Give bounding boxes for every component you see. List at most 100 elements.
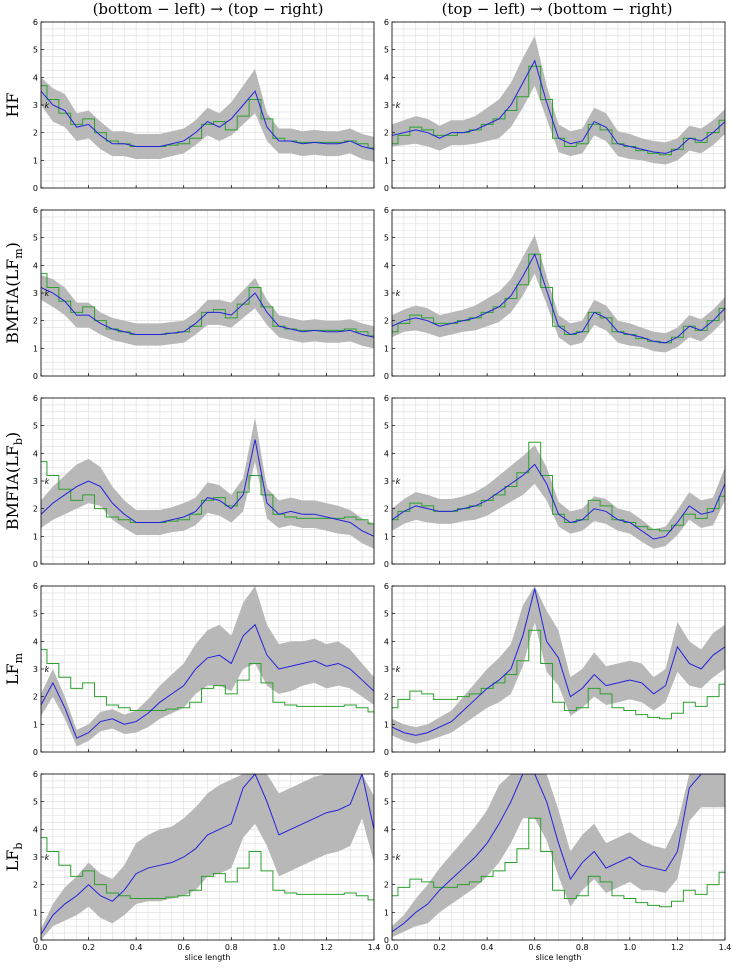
x-tick-label: 1.4 [368,943,381,952]
reference-line [41,649,374,713]
x-axis-label: slice length [536,953,582,962]
y-tick-label: 4 [33,449,38,458]
row-label-4: LFb [3,843,25,872]
y-tick-label: 5 [33,234,38,243]
uncertainty-band [41,417,374,549]
panel-2-0: 0 1 2 3 4 5 6 k [33,394,375,569]
y-tick-label: 1 [384,720,389,729]
y-tick-label: 5 [33,798,38,807]
y-tick-label: 6 [384,770,389,779]
reference-line [41,837,374,901]
y-axis-label: k [396,289,401,298]
y-tick-label: 5 [384,234,389,243]
estimate-line [41,439,374,537]
y-tick-label: 5 [384,46,389,55]
y-tick-label: 1 [384,908,389,917]
y-tick-label: 1 [384,156,389,165]
y-tick-label: 5 [384,610,389,619]
panel-2-1: 0 1 2 3 4 5 6 k [384,394,726,569]
row-label-2: BMFIA(LFb) [3,432,25,530]
panel-4-0: 0 1 2 3 4 5 6 k 0.0 0.2 0.4 0.6 0.8 1.0 1.2 1.4 slice le… [33,770,380,962]
y-tick-label: 1 [384,344,389,353]
y-tick-label: 6 [33,770,38,779]
y-tick-label: 5 [384,798,389,807]
y-tick-label: 0 [384,748,389,757]
y-tick-label: 4 [384,261,389,270]
grid [391,209,726,377]
y-tick-label: 0 [33,748,38,757]
x-tick-label: 1.2 [671,943,684,952]
y-tick-label: 6 [33,394,38,403]
y-tick-label: 0 [33,372,38,381]
y-tick-label: 0 [384,184,389,193]
y-tick-label: 1 [33,908,38,917]
y-tick-label: 5 [33,422,38,431]
y-tick-label: 4 [384,825,389,834]
y-axis-label: k [396,477,401,486]
uncertainty-band [392,234,725,353]
y-axis-label: k [396,665,401,674]
estimate-line [392,588,725,736]
y-tick-label: 6 [33,18,38,27]
y-axis-label: k [396,101,401,110]
y-tick-label: 2 [384,317,389,326]
estimate-line [41,287,374,338]
x-tick-label: 0.4 [130,943,143,952]
x-tick-label: 1.4 [719,943,732,952]
y-tick-label: 6 [384,18,389,27]
y-tick-label: 4 [33,825,38,834]
x-axis-label: slice length [185,953,231,962]
y-tick-label: 2 [384,129,389,138]
uncertainty-band [41,69,374,162]
x-tick-label: 0.6 [177,943,190,952]
panel-4-1: 0 1 2 3 4 5 6 k 0.0 0.2 0.4 0.6 0.8 1.0 1.2 1.4 slice le… [384,770,731,962]
estimate-line [41,623,374,739]
y-tick-label: 2 [33,317,38,326]
y-tick-label: 4 [33,73,38,82]
y-tick-label: 0 [384,560,389,569]
y-tick-label: 2 [33,881,38,890]
reference-line [392,65,725,156]
reference-line [392,817,725,908]
y-tick-label: 2 [33,693,38,702]
grid [391,21,726,189]
y-tick-label: 4 [384,73,389,82]
y-tick-label: 1 [33,156,38,165]
y-axis-label: k [45,477,50,486]
y-tick-label: 2 [384,505,389,514]
y-tick-label: 3 [384,101,389,110]
y-tick-label: 3 [384,477,389,486]
panel-0-1: 0 1 2 3 4 5 6 k [384,18,726,193]
x-tick-label: 0.6 [528,943,541,952]
estimate-line [41,90,374,150]
row-label-0: HF [3,92,22,117]
x-tick-label: 0.8 [225,943,238,952]
y-axis-label: k [45,289,50,298]
uncertainty-band [41,275,374,349]
grid [40,21,375,189]
x-tick-label: 0.0 [386,943,399,952]
estimate-line [41,774,374,935]
y-tick-label: 3 [384,853,389,862]
y-tick-label: 3 [33,101,38,110]
y-tick-label: 4 [384,637,389,646]
y-tick-label: 5 [33,46,38,55]
y-tick-label: 4 [33,637,38,646]
y-tick-label: 0 [33,184,38,193]
uncertainty-band [392,774,725,938]
x-tick-label: 0.8 [576,943,589,952]
y-tick-label: 6 [384,582,389,591]
y-axis-label: k [45,853,50,862]
y-tick-label: 3 [33,477,38,486]
y-tick-label: 5 [384,422,389,431]
x-tick-label: 0.0 [35,943,48,952]
panel-1-1: 0 1 2 3 4 5 6 k [384,206,726,381]
y-tick-label: 2 [384,881,389,890]
y-tick-label: 1 [384,532,389,541]
y-tick-label: 6 [33,582,38,591]
y-axis-label: k [396,853,401,862]
row-label-3: LFm [3,652,25,685]
reference-line [392,629,725,720]
y-axis-label: k [45,101,50,110]
